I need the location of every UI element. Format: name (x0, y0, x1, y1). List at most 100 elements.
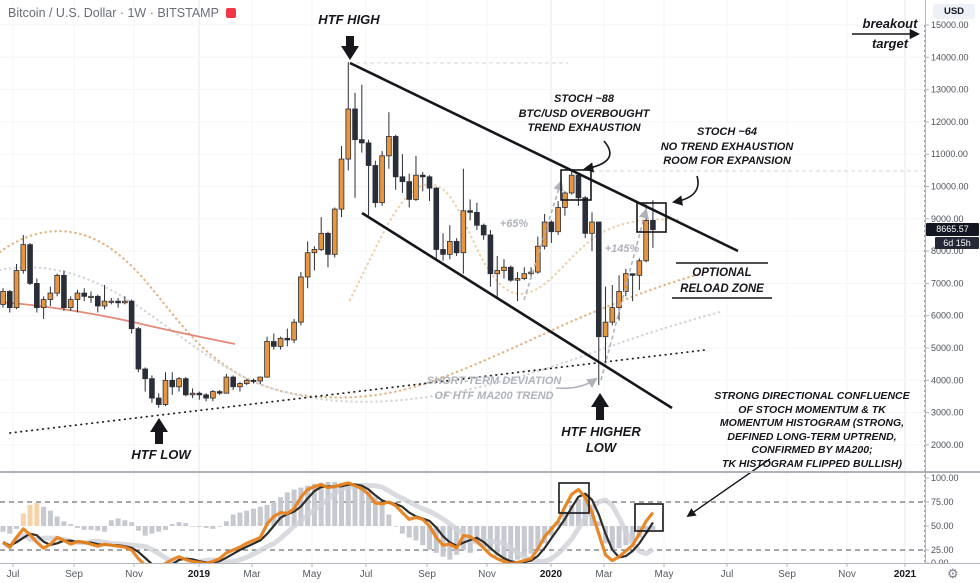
annotation-breakout-target[interactable]: target (871, 36, 909, 51)
candle-body (128, 300, 135, 330)
histogram-bar (129, 522, 135, 526)
histogram-bar (352, 485, 358, 526)
annotation-htf-low[interactable]: HTF LOW (131, 447, 191, 462)
annotation-line: MOMENTUM HISTOGRAM (STRONG, (719, 417, 905, 429)
annotation-pct145: +145% (604, 243, 640, 255)
candle-body (264, 341, 270, 378)
annotation-line: OF HTF MA200 TREND (434, 389, 554, 402)
candle-body (27, 244, 33, 284)
price-axis-label: 13000.00 (931, 85, 969, 95)
histogram-bar (630, 526, 636, 542)
histogram-bar (359, 487, 365, 526)
candle-body (541, 221, 548, 247)
candle-body (365, 142, 372, 166)
candle-body (480, 224, 487, 236)
histogram-bar (487, 526, 493, 551)
candle-body (270, 341, 277, 347)
candle-body (325, 232, 331, 255)
histogram-bar (0, 526, 6, 532)
annotation-reload-zone[interactable]: OPTIONAL RELOAD ZONE (680, 266, 764, 297)
candle-body (169, 379, 176, 388)
annotation-short-term-deviation[interactable]: SHORT-TERM DEVIATION OF HTF MA200 TREND (427, 374, 562, 403)
price-box-overbought-top[interactable] (560, 169, 592, 201)
time-axis-label: May (655, 569, 674, 580)
candle-body (67, 299, 74, 309)
histogram-bar (521, 526, 527, 557)
histogram-bar (596, 521, 602, 526)
candle-body (392, 136, 399, 178)
candle-body (182, 378, 189, 396)
candle-body (20, 244, 27, 271)
symbol-header[interactable]: Bitcoin / U.S. Dollar · 1W · BITSTAMP (8, 6, 236, 20)
candle-body (196, 392, 203, 396)
price-axis-label: 6000.00 (931, 311, 964, 321)
ma-curve-red (0, 301, 236, 345)
histogram-bar (54, 516, 60, 526)
histogram-bar (454, 526, 460, 555)
time-axis-label: Nov (125, 569, 143, 580)
candle-body (47, 292, 54, 300)
ascending-dotted-trendline[interactable] (9, 349, 706, 434)
candle-body (338, 158, 345, 210)
time-axis-panel[interactable] (0, 564, 980, 583)
histogram-bar (20, 513, 26, 526)
histogram-bar (95, 526, 101, 531)
candle-body (6, 291, 13, 309)
current-price-badge: 8665.57 (926, 223, 979, 236)
candle-body (250, 379, 257, 382)
candle-body (514, 278, 521, 281)
histogram-bar (108, 520, 114, 526)
candle-body (88, 295, 94, 298)
candle-body (528, 271, 534, 275)
histogram-bar (27, 504, 33, 526)
histogram-bar (515, 526, 521, 560)
ma-curve-long (0, 230, 702, 399)
price-axis-label: 4000.00 (931, 375, 964, 385)
histogram-bar (176, 522, 182, 526)
annotation-line: TK HISTOGRAM FLIPPED BULLISH) (721, 457, 903, 470)
candle-body (115, 300, 121, 304)
axis-settings-gear-icon[interactable]: ⚙ (947, 566, 959, 581)
candle-body (413, 174, 419, 200)
time-axis-label: Sep (418, 569, 436, 580)
stoch-box-current[interactable] (634, 503, 664, 532)
annotation-htf-high[interactable]: HTF HIGH (318, 12, 380, 27)
annotation-htf-higher-low[interactable]: HTF HIGHER LOW (561, 424, 640, 455)
candle-body (372, 165, 379, 204)
histogram-bar (14, 526, 20, 529)
annotation-line: BTC/USD OVERBOUGHT (518, 107, 650, 120)
histogram-bar (74, 526, 80, 528)
currency-toggle-button[interactable]: USD (933, 4, 975, 19)
histogram-bar (284, 492, 290, 526)
price-axis-labels: 15000.00 14000.00 13000.00 12000.00 11000.00… (925, 20, 969, 568)
histogram-bar (399, 526, 405, 534)
annotation-stoch-88[interactable]: STOCH ~88 BTC/USD OVERBOUGHT TREND EXHAU… (519, 92, 650, 136)
annotation-line: SHORT-TERM DEVIATION (426, 375, 562, 387)
time-axis-label: Nov (478, 569, 496, 580)
price-box-current[interactable] (636, 202, 667, 233)
annotation-line: LOW (585, 439, 617, 455)
stoch64-pointer-arrow (671, 175, 699, 206)
histogram-bar (257, 506, 263, 526)
price-axis-panel[interactable] (925, 0, 980, 583)
candle-body (345, 108, 352, 160)
candle-body (575, 174, 582, 199)
histogram-bar (217, 526, 223, 527)
annotation-line: STOCH ~88 (553, 93, 615, 105)
channel-lower-trendline[interactable] (361, 211, 673, 410)
candle-body (359, 139, 365, 144)
channel-upper-trendline[interactable] (349, 61, 739, 253)
annotation-stoch-64[interactable]: STOCH ~64 NO TREND EXHAUSTION ROOM FOR E… (661, 125, 794, 169)
annotation-confluence[interactable]: STRONG DIRECTIONAL CONFLUENCE OF STOCH M… (714, 390, 909, 471)
candle-body (257, 376, 264, 382)
stoch-box-overbought[interactable] (558, 482, 590, 514)
price-axis-label: 7000.00 (931, 278, 964, 288)
annotation-line: RELOAD ZONE (680, 282, 764, 295)
annotation-breakout[interactable]: breakout (862, 16, 918, 31)
projection-arrow-145pct[interactable] (600, 207, 649, 381)
candle-body (291, 321, 297, 341)
candle-body (81, 292, 88, 297)
candle-body (650, 220, 656, 231)
time-axis-label: Mar (595, 569, 613, 580)
